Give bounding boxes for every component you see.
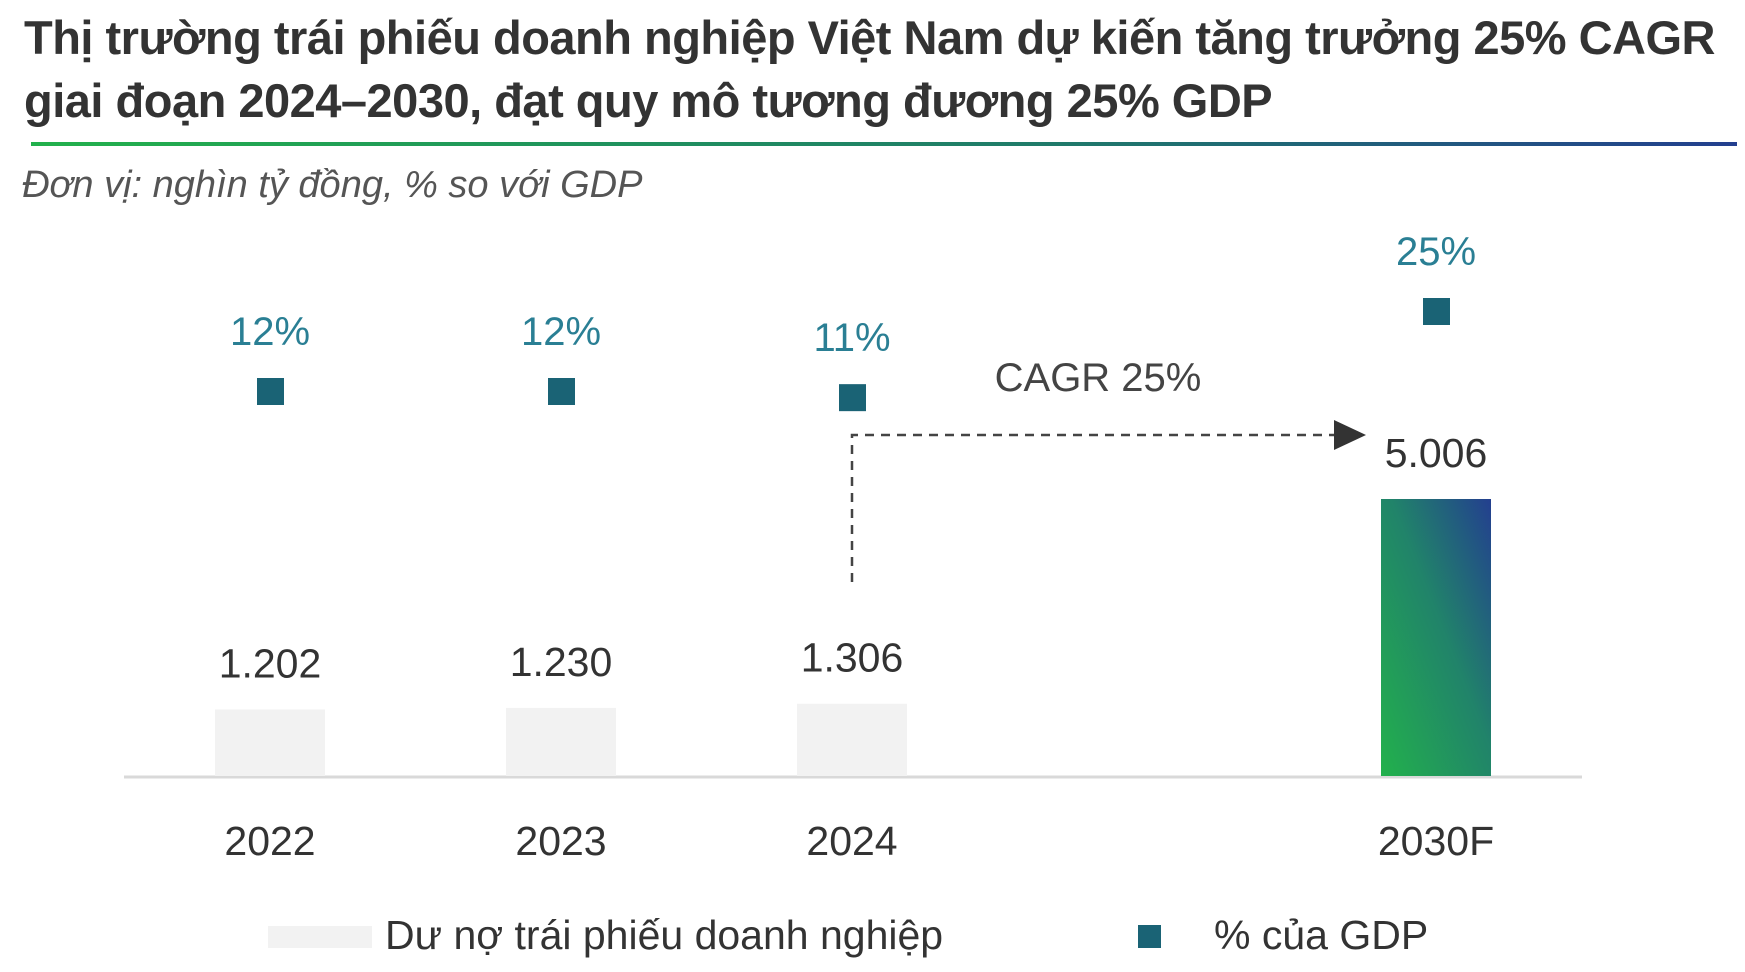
bar-2022 — [215, 709, 325, 776]
x-tick-label: 2024 — [806, 818, 897, 864]
x-tick-label: 2022 — [224, 818, 315, 864]
bar-value-label: 1.306 — [801, 635, 904, 681]
gdp-marker-2022 — [257, 378, 284, 405]
chart-title: Thị trường trái phiếu doanh nghiệp Việt … — [24, 11, 1716, 127]
cagr-annotation: CAGR 25% — [995, 356, 1202, 400]
gdp-value-label: 11% — [813, 316, 890, 360]
bar-value-label: 1.230 — [510, 639, 613, 685]
gdp-value-label: 12% — [230, 310, 310, 354]
gdp-value-label: 25% — [1396, 230, 1476, 274]
legend-swatch-marker — [1138, 925, 1161, 948]
legend-label-bond: Dư nợ trái phiếu doanh nghiệp — [385, 912, 944, 958]
bar-value-label: 1.202 — [219, 640, 322, 686]
cagr-arrow-head — [1334, 420, 1366, 450]
bar-value-label: 5.006 — [1385, 430, 1488, 476]
bar-2030F — [1381, 499, 1491, 776]
cagr-arrow-line — [850, 433, 1334, 582]
gdp-value-label: 12% — [521, 310, 601, 354]
gdp-marker-2024 — [839, 384, 866, 412]
gdp-marker-2030F — [1423, 298, 1450, 325]
title-divider — [31, 142, 1737, 146]
legend-swatch-bar — [268, 926, 372, 948]
chart-subtitle: Đơn vị: nghìn tỷ đồng, % so với GDP — [22, 164, 643, 206]
legend: Dư nợ trái phiếu doanh nghiệp % của GDP — [0, 912, 1745, 962]
bar-2024 — [797, 703, 907, 776]
gdp-marker-2023 — [548, 378, 575, 405]
x-tick-label: 2030F — [1378, 818, 1494, 864]
x-tick-label: 2023 — [515, 818, 606, 864]
legend-label-gdp: % của GDP — [1214, 912, 1429, 958]
bar-2023 — [506, 707, 616, 776]
